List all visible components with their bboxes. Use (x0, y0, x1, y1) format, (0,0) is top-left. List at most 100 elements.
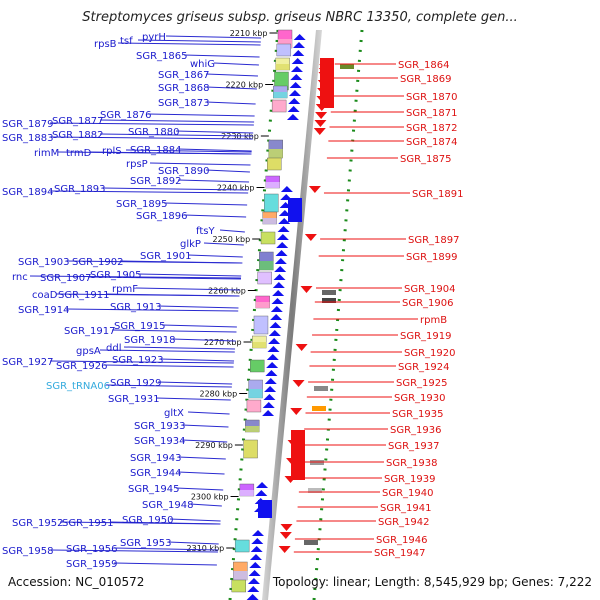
left-gene-label: SGR_1956 (66, 544, 118, 555)
forward-gene-arrow (274, 266, 287, 272)
left-gene-label: SGR_1950 (122, 515, 174, 526)
left-gene-label: SGR_1876 (100, 110, 152, 121)
forward-gene-arrow (292, 50, 305, 56)
right-gene-label: SGR_1925 (396, 378, 448, 389)
left-gene-label: rpsP (126, 159, 148, 170)
right-gene-label: SGR_1924 (398, 362, 450, 373)
reverse-gene-arrow (278, 546, 291, 553)
right-gene-label: SGR_1940 (382, 488, 434, 499)
left-gene-label: SGR_1943 (130, 453, 182, 464)
left-gene-label: SGR_1944 (130, 468, 182, 479)
left-connector-line (49, 190, 249, 194)
left-gene-label: pyrH (142, 32, 166, 43)
reverse-gene-arrow (313, 128, 326, 135)
gene-block-sub (268, 149, 283, 158)
left-gene-label: SGR_1927 (2, 357, 54, 368)
reverse-gene-block (291, 430, 305, 480)
forward-gene-arrow (249, 554, 262, 560)
right-gene-label: SGR_1875 (400, 154, 452, 165)
left-gene-label: SGR_1890 (158, 166, 210, 177)
right-gene-label: SGR_1920 (404, 348, 456, 359)
right-gene-label: SGR_1942 (378, 517, 430, 528)
left-gene-label: SGR_1951 (62, 518, 114, 529)
left-connector-line (205, 73, 258, 77)
forward-gene-arrow (262, 410, 275, 416)
left-connector-line (65, 308, 239, 312)
left-gene-label: whiG (190, 59, 215, 70)
left-gene-label: ddl (106, 343, 121, 354)
right-gene-label: SGR_1947 (374, 548, 426, 559)
left-gene-label: SGR_1901 (140, 251, 192, 262)
left-gene-label: SGR_1882 (52, 130, 104, 141)
left-gene-label: SGR_1880 (128, 127, 180, 138)
reverse-gene-arrow (295, 344, 308, 351)
left-connector-line (105, 384, 232, 388)
left-gene-label: SGR_1926 (56, 361, 108, 372)
left-connector-line (123, 346, 236, 350)
reverse-gene-arrow (280, 524, 293, 531)
left-connector-line (113, 547, 219, 551)
left-connector-line (99, 119, 255, 123)
left-connector-line (203, 242, 244, 246)
left-connector-line (205, 86, 257, 90)
right-gene-label: SGR_1864 (398, 60, 450, 71)
left-connector-line (99, 133, 253, 137)
forward-gene-arrow (255, 490, 268, 496)
left-gene-label: SGR_1929 (110, 378, 162, 389)
page-title: Streptomyces griseus subsp. griseus NBRC… (82, 10, 518, 25)
left-connector-line (157, 381, 233, 385)
right-gene-label: SGR_1919 (400, 331, 452, 342)
right-gene-label: SGR_1936 (390, 425, 442, 436)
right-gene-label: SGR_1938 (386, 458, 438, 469)
left-gene-label: gltX (164, 408, 184, 419)
forward-gene-arrow (290, 66, 303, 72)
kbp-tick-label: 2210 kbp (230, 29, 268, 38)
left-gene-label: SGR_1884 (130, 145, 182, 156)
gene-marker (304, 540, 318, 545)
left-gene-label: SGR_1868 (158, 83, 210, 94)
left-connector-line (171, 338, 236, 342)
reverse-gene-block (320, 58, 334, 108)
kbp-tick-label: 2220 kbp (225, 81, 263, 90)
forward-gene-arrow (273, 274, 286, 280)
right-gene-label: SGR_1904 (404, 284, 456, 295)
gene-block-sub (252, 342, 267, 348)
forward-gene-arrow (270, 306, 283, 312)
left-connector-line (175, 487, 224, 491)
kbp-tick-label: 2290 kbp (195, 441, 233, 450)
forward-gene-arrow (280, 186, 293, 192)
right-gene-label: SGR_1906 (402, 298, 454, 309)
left-connector-line (113, 562, 217, 566)
left-gene-label: tsf (120, 36, 133, 47)
left-gene-label: SGR_1948 (142, 500, 194, 511)
right-gene-label: SGR_1869 (400, 74, 452, 85)
left-connector-line (177, 456, 226, 460)
left-gene-label: coaD (32, 290, 58, 301)
right-gene-label: SGR_1930 (394, 393, 446, 404)
left-gene-label: SGR_1914 (18, 305, 70, 316)
gene-block (253, 315, 269, 335)
forward-gene-arrow (287, 106, 300, 112)
forward-gene-arrow (272, 290, 285, 296)
left-connector-line (87, 276, 241, 280)
forward-gene-arrow (271, 298, 284, 304)
right-gene-label: SGR_1941 (380, 503, 432, 514)
left-gene-label: SGR_1958 (2, 546, 54, 557)
forward-gene-arrow (286, 114, 299, 120)
left-gene-label: SGR_1923 (112, 355, 164, 366)
left-connector-line (167, 541, 219, 545)
forward-gene-arrow (247, 586, 260, 592)
right-gene-label: rpmB (420, 315, 447, 326)
left-connector-line (147, 113, 255, 117)
forward-gene-arrow (266, 362, 279, 368)
left-gene-label: SGR_1952 (12, 518, 64, 529)
left-connector-line (135, 287, 241, 291)
left-connector-line (109, 521, 221, 525)
gene-block-sub (233, 571, 248, 580)
gene-block-sub (262, 218, 277, 224)
left-gene-label: SGR_1903 (18, 257, 70, 268)
left-gene-label: gpsA (76, 346, 101, 357)
forward-gene-arrow (264, 378, 277, 384)
right-gene-label: SGR_1897 (408, 235, 460, 246)
